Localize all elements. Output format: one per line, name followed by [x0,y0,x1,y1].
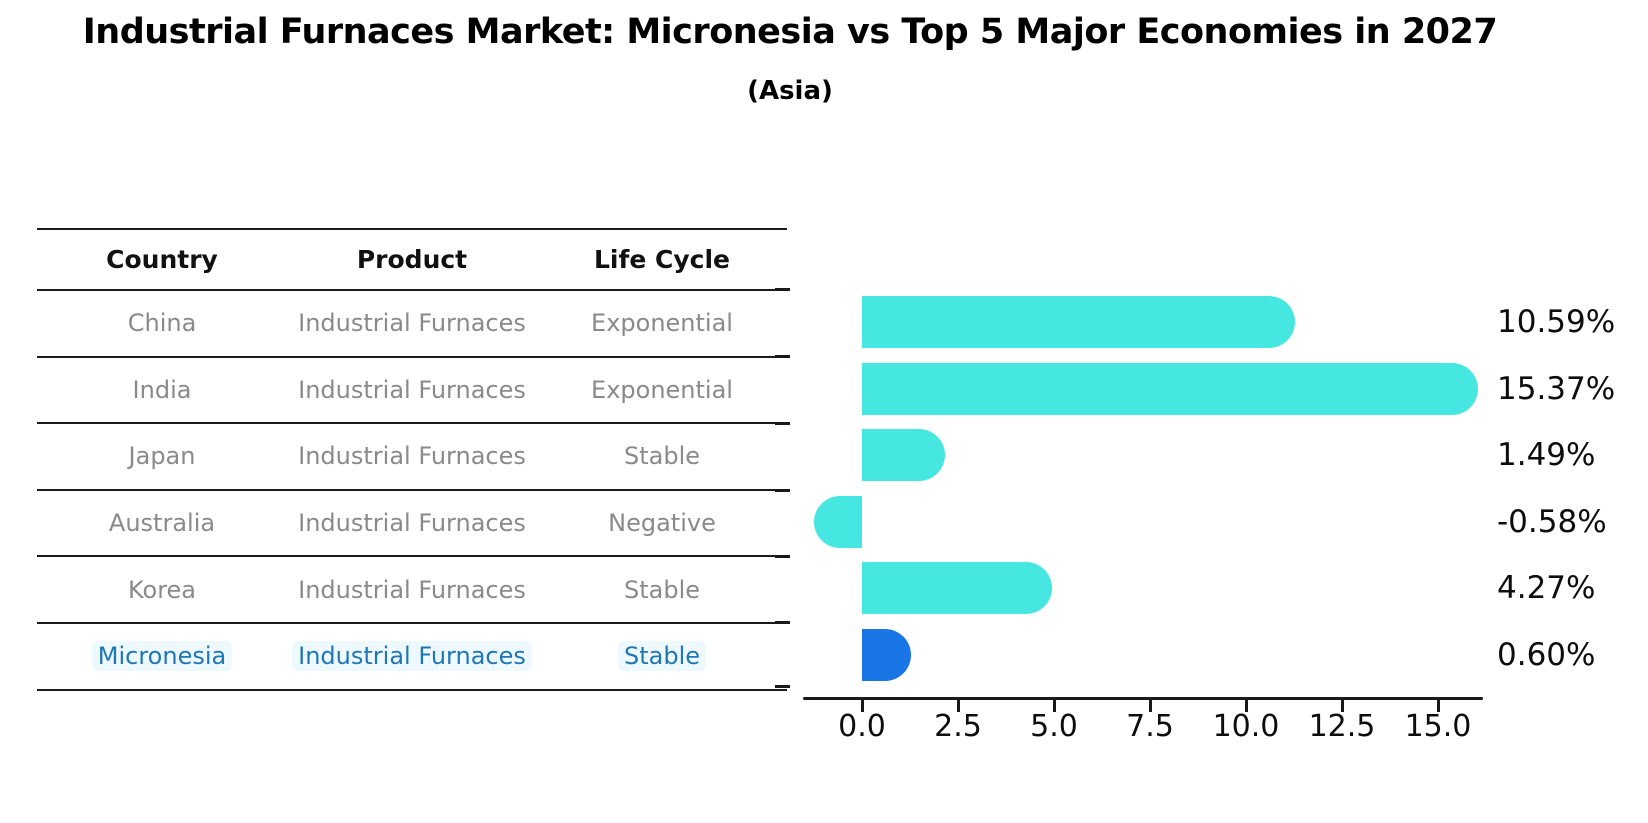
y-axis-tick [775,554,790,558]
x-axis-tick-label: 7.5 [1126,709,1174,744]
table-cell-country: Australia [108,509,216,538]
bar-india [862,363,1479,415]
column-header-product: Product [356,245,468,274]
table-rows: China Industrial Furnaces Exponential India… [37,291,787,691]
bar-value-label: 15.37% [1497,371,1616,407]
table-cell-product: Industrial Furnaces [298,375,526,404]
x-axis-tick [1340,700,1344,712]
x-axis-tick-label: 10.0 [1212,709,1280,744]
column-header-country: Country [106,245,218,274]
y-axis-tick [775,287,790,291]
bar-china [862,296,1295,348]
table-row: India Industrial Furnaces Exponential [37,358,787,425]
page-title: Industrial Furnaces Market: Micronesia v… [82,12,1498,52]
table-cell-life-cycle: Exponential [591,309,733,338]
bar-australia [813,496,862,548]
x-axis-tick [860,700,864,712]
table-cell-product: Industrial Furnaces [298,442,526,471]
bar-value-label: -0.58% [1497,504,1607,540]
x-axis-tick-label: 2.5 [934,709,982,744]
bar-micronesia [862,629,912,681]
x-axis-tick-label: 12.5 [1308,709,1376,744]
table-cell-life-cycle: Stable [623,575,701,604]
table-row: Australia Industrial Furnaces Negative [37,491,787,558]
table-cell-product: Industrial Furnaces [298,309,526,338]
x-axis-tick [1244,700,1248,712]
table-row: Korea Industrial Furnaces Stable [37,557,787,624]
table-cell-life-cycle: Negative [608,509,716,538]
x-axis-line [803,697,1483,700]
table-header-row: Country Product Life Cycle [37,230,787,291]
table-cell-country: China [127,309,197,338]
table-row: Micronesia Industrial Furnaces Stable [37,624,787,691]
bar-value-label: 4.27% [1497,570,1596,606]
y-axis-tick [775,488,790,492]
x-axis-tick-label: 5.0 [1030,709,1078,744]
column-header-life-cycle: Life Cycle [593,245,731,274]
table-cell-product: Industrial Furnaces [298,509,526,538]
table-row: China Industrial Furnaces Exponential [37,291,787,358]
bar-value-label: 10.59% [1497,304,1616,340]
x-axis-tick [1436,700,1440,712]
table-row: Japan Industrial Furnaces Stable [37,424,787,491]
table-cell-country: Korea [127,575,197,604]
x-axis-tick [1052,700,1056,712]
table-cell-product: Industrial Furnaces [298,575,526,604]
x-axis-tick [1148,700,1152,712]
country-table: Country Product Life Cycle China Industri… [37,228,787,691]
table-cell-life-cycle: Stable [623,442,701,471]
table-cell-life-cycle: Stable [537,641,787,672]
table-cell-country: India [132,375,192,404]
y-axis-tick [775,684,790,688]
table-cell-country: Micronesia [37,641,287,672]
bar-value-label: 0.60% [1497,637,1596,673]
page-subtitle: (Asia) [747,76,833,106]
x-axis-tick-label: 15.0 [1404,709,1472,744]
table-cell-product: Industrial Furnaces [287,641,537,672]
y-axis-tick [775,421,790,425]
y-axis-tick [775,620,790,624]
table-cell-country: Japan [128,442,196,471]
x-axis-tick-label: 0.0 [838,709,886,744]
bar-japan [862,429,946,481]
x-axis-tick [956,700,960,712]
y-axis-tick [775,354,790,358]
table-cell-life-cycle: Exponential [591,375,733,404]
bar-korea [862,562,1052,614]
bar-value-label: 1.49% [1497,437,1596,473]
